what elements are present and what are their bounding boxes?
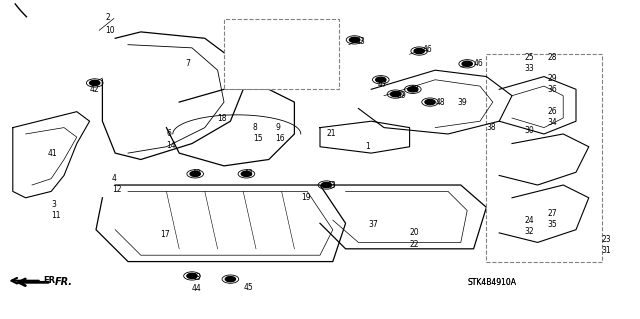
Text: 9: 9 [275,123,280,132]
Text: 4: 4 [112,174,117,183]
Circle shape [225,277,236,282]
Text: 27: 27 [547,209,557,218]
Circle shape [187,273,197,278]
Circle shape [376,77,386,82]
Text: 7: 7 [186,59,191,68]
Text: 48: 48 [435,98,445,107]
Text: STK4B4910A: STK4B4910A [467,278,516,287]
Text: 21: 21 [326,130,336,138]
Text: 48: 48 [410,85,419,94]
Text: 37: 37 [368,220,378,229]
Text: 20: 20 [410,228,419,237]
Text: 22: 22 [410,240,419,249]
Text: 39: 39 [458,98,467,107]
Circle shape [90,80,100,85]
Circle shape [241,171,252,176]
Text: 10: 10 [106,26,115,35]
Circle shape [349,37,360,42]
Text: 43: 43 [192,273,202,282]
Text: FR.: FR. [54,277,72,287]
Circle shape [321,182,332,188]
Text: 44: 44 [192,284,202,293]
Circle shape [462,61,472,66]
Circle shape [190,171,200,176]
Text: 49: 49 [285,53,294,62]
Text: 28: 28 [547,53,557,62]
Text: 6: 6 [166,130,172,138]
Text: FR.: FR. [43,276,58,285]
Text: 31: 31 [602,246,611,255]
Text: 25: 25 [525,53,534,62]
Text: 11: 11 [51,211,61,220]
Text: 15: 15 [253,134,262,143]
Text: 38: 38 [486,123,496,132]
Text: 30: 30 [525,126,534,135]
Text: 36: 36 [547,85,557,94]
Text: 50: 50 [285,64,294,73]
Text: 43: 43 [326,181,336,189]
Text: 26: 26 [547,107,557,116]
Text: 34: 34 [547,118,557,127]
Text: 46: 46 [422,45,432,54]
Text: 13: 13 [314,58,323,67]
Circle shape [408,87,418,92]
Text: 35: 35 [547,220,557,229]
Text: 3: 3 [51,200,56,209]
Text: 12: 12 [112,185,122,194]
Text: 43: 43 [243,169,253,178]
Text: 43: 43 [355,37,365,46]
Circle shape [414,48,424,54]
Text: 46: 46 [474,59,483,68]
Bar [224,19,339,89]
Text: 39: 39 [397,91,406,100]
Circle shape [390,92,401,97]
Text: 40: 40 [192,169,202,178]
Text: 41: 41 [48,149,58,158]
Text: STK4B4910A: STK4B4910A [467,278,516,287]
Bar [486,54,602,262]
Text: 1: 1 [365,142,369,151]
Text: 5: 5 [314,47,319,56]
Text: 14: 14 [166,141,176,150]
Text: 32: 32 [525,227,534,236]
Circle shape [425,100,435,105]
Text: 45: 45 [243,283,253,292]
Text: 29: 29 [547,74,557,83]
Text: 33: 33 [525,64,534,73]
Text: 2: 2 [106,13,110,22]
Text: 8: 8 [253,123,257,132]
Text: 18: 18 [218,114,227,122]
Text: 19: 19 [301,193,310,202]
Text: 17: 17 [160,230,170,239]
Text: 16: 16 [275,134,285,143]
Text: 47: 47 [378,80,387,89]
Text: 42: 42 [90,85,99,94]
Text: 24: 24 [525,216,534,225]
Text: 23: 23 [602,235,611,244]
